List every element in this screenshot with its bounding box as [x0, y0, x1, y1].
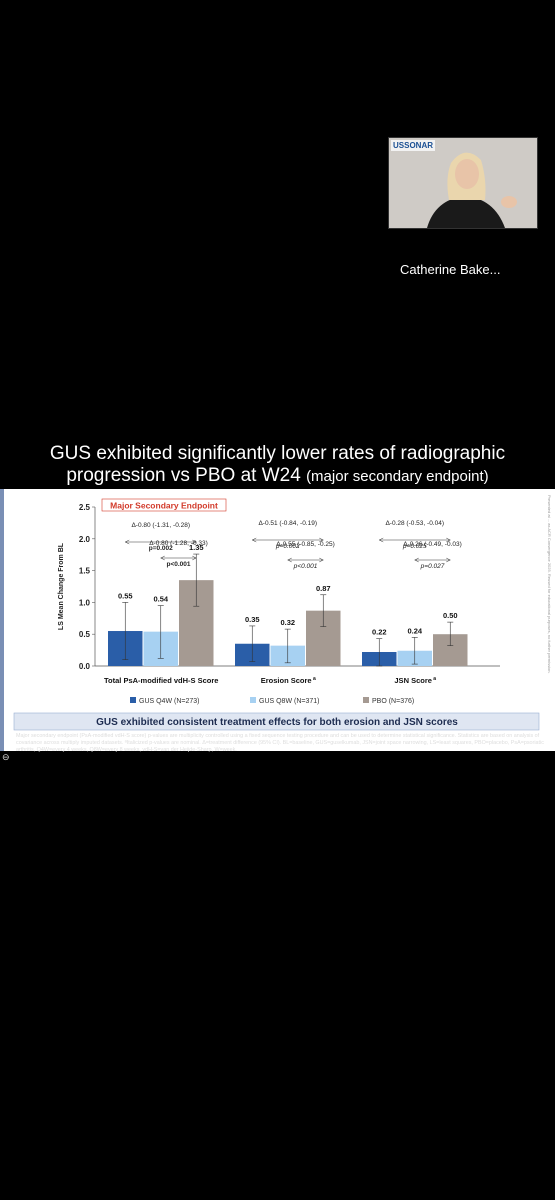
y-tick-label: 1.5 [79, 567, 91, 576]
comparison-arrow-left [414, 557, 419, 563]
slide-title-line2-paren: (major secondary endpoint) [306, 468, 489, 485]
slide-title: GUS exhibited significantly lower rates … [0, 443, 555, 488]
banner-box [13, 712, 540, 731]
data-label: 0.55 [118, 591, 133, 600]
y-tick-label: 2.0 [79, 535, 91, 544]
banner-text: GUS exhibited consistent treatment effec… [96, 717, 458, 728]
presenter-name: Catherine Bake... [400, 262, 501, 277]
presenter-hand [501, 196, 517, 208]
slide-left-accent [0, 489, 4, 751]
presenter-video [389, 138, 537, 228]
comparison-delta: Δ-0.80 (-1.31, -0.28) [131, 522, 190, 529]
comparison-arrow-right [192, 555, 197, 561]
data-label: 1.35 [189, 543, 204, 552]
presenter-body [427, 196, 505, 228]
ussonar-logo: USSONAR [391, 140, 436, 151]
category-label: JSN Score a [394, 676, 436, 685]
legend-swatch [250, 697, 256, 703]
legend-label: GUS Q4W (N=273) [139, 698, 200, 705]
comparison-arrow-left [160, 555, 165, 561]
badge-box [101, 498, 227, 512]
category-superscript: a [432, 676, 436, 682]
y-tick-label: 0.5 [79, 630, 91, 639]
comparison-arrow-right [192, 539, 197, 545]
comparison-delta: Δ-0.55 (-0.85, -0.25) [276, 541, 335, 548]
data-label: 0.50 [443, 611, 458, 620]
slide-title-line2: progression vs PBO at W24 (major seconda… [0, 465, 555, 488]
comparison-p-value: p<0.001 [166, 561, 190, 568]
comparison-arrow-left [378, 537, 384, 543]
legend-swatch [130, 697, 136, 703]
category-superscript: a [312, 676, 316, 682]
comparison-arrow-left [124, 539, 130, 545]
category-label: Total PsA-modified vdH-S Score [104, 676, 218, 685]
slide-side-text: Presented at ... as ACR Convergence 2025… [547, 495, 552, 674]
comparison-p-value: p=0.025 [402, 543, 427, 550]
comparison-delta: Δ-0.51 (-0.84, -0.19) [258, 520, 317, 527]
presenter-face [455, 159, 479, 189]
y-tick-label: 1.0 [79, 598, 91, 607]
y-tick-label: 2.5 [79, 503, 91, 512]
comparison-arrow-right [446, 557, 451, 563]
comparison-arrow-left [251, 537, 257, 543]
slide-title-line2-main: progression vs PBO at W24 [66, 465, 301, 486]
slide-title-line1: GUS exhibited significantly lower rates … [49, 443, 506, 464]
comparison-arrow-right [319, 557, 324, 563]
comparison-p-value: p=0.002 [275, 543, 300, 550]
legend-swatch [363, 697, 369, 703]
back-arrow-icon[interactable]: ⊖ [2, 752, 10, 762]
comparison-delta: Δ-0.28 (-0.53, -0.04) [385, 520, 444, 527]
data-label: 0.54 [153, 595, 168, 604]
comparison-arrow-right [319, 537, 324, 543]
comparison-arrow-right [446, 537, 451, 543]
legend-label: PBO (N=376) [372, 698, 414, 705]
badge-text: Major Secondary Endpoint [110, 501, 218, 511]
chart: Presented at ... as ACR Convergence 2025… [0, 489, 555, 751]
category-label: Erosion Score a [261, 676, 316, 685]
comparison-p-value: p=0.027 [420, 563, 445, 570]
comparison-delta: Δ-0.80 (-1.28, -0.33) [149, 540, 208, 547]
comparison-arrow-left [287, 557, 292, 563]
data-label: 0.35 [245, 615, 260, 624]
presenter-video-tile[interactable]: USSONAR [388, 137, 538, 229]
y-axis-title: LS Mean Change From BL [58, 542, 65, 630]
data-label: 0.32 [280, 618, 295, 627]
data-label: 0.22 [372, 628, 387, 637]
legend-label: GUS Q8W (N=371) [259, 698, 320, 705]
comparison-p-value: p<0.001 [293, 563, 318, 570]
slide-footnote: Major secondary endpoint (PsA-modified v… [16, 733, 544, 753]
comparison-p-value: p=0.002 [149, 545, 173, 552]
slide-panel: Presented at ... as ACR Convergence 2025… [0, 489, 555, 751]
data-label: 0.24 [407, 626, 422, 635]
slide-background [0, 489, 555, 751]
y-tick-label: 0.0 [79, 662, 91, 671]
data-label: 0.87 [316, 584, 331, 593]
comparison-delta: Δ-0.26 (-0.49, -0.03) [403, 541, 462, 548]
